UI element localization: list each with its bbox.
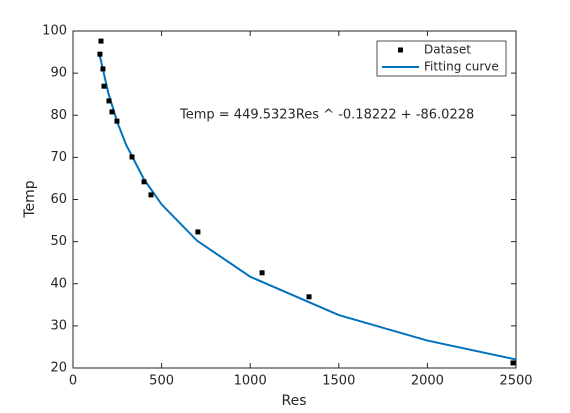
y-tick-label: 60 — [50, 192, 67, 207]
data-point — [306, 294, 312, 300]
data-point — [106, 98, 112, 104]
y-tick-label: 40 — [50, 276, 67, 291]
data-point — [97, 51, 103, 57]
data-point — [510, 360, 516, 366]
data-point — [259, 270, 265, 276]
data-point — [114, 118, 120, 124]
data-point — [101, 83, 107, 89]
data-point — [148, 192, 154, 198]
legend-marker — [398, 47, 403, 53]
y-tick-label: 70 — [50, 150, 67, 165]
plot-box — [72, 30, 517, 369]
y-tick-label: 30 — [50, 318, 67, 333]
x-tick-label: 0 — [69, 374, 77, 389]
legend-box — [376, 40, 507, 77]
x-axis-label: Res — [281, 393, 306, 409]
x-tick-label: 2500 — [499, 374, 532, 389]
y-tick-label: 50 — [50, 234, 67, 249]
legend-label: Dataset — [424, 43, 471, 57]
annotation: Temp = 449.5323Res ^ -0.18222 + -86.0228 — [179, 108, 474, 123]
legend-label: Fitting curve — [424, 60, 499, 74]
y-tick-label: 100 — [42, 24, 67, 39]
data-point — [195, 229, 201, 235]
data-point — [129, 154, 135, 160]
y-tick-label: 90 — [50, 66, 67, 81]
y-tick-label: 80 — [50, 108, 67, 123]
y-tick-label: 20 — [50, 361, 67, 376]
data-point — [141, 179, 147, 185]
x-tick-label: 500 — [149, 374, 174, 389]
data-point — [109, 109, 115, 115]
data-point — [98, 38, 104, 44]
x-tick-label: 2000 — [411, 374, 444, 389]
data-point — [100, 66, 106, 72]
y-axis-label: Temp — [22, 180, 38, 218]
x-tick-label: 1000 — [234, 374, 267, 389]
x-tick-label: 1500 — [322, 374, 355, 389]
